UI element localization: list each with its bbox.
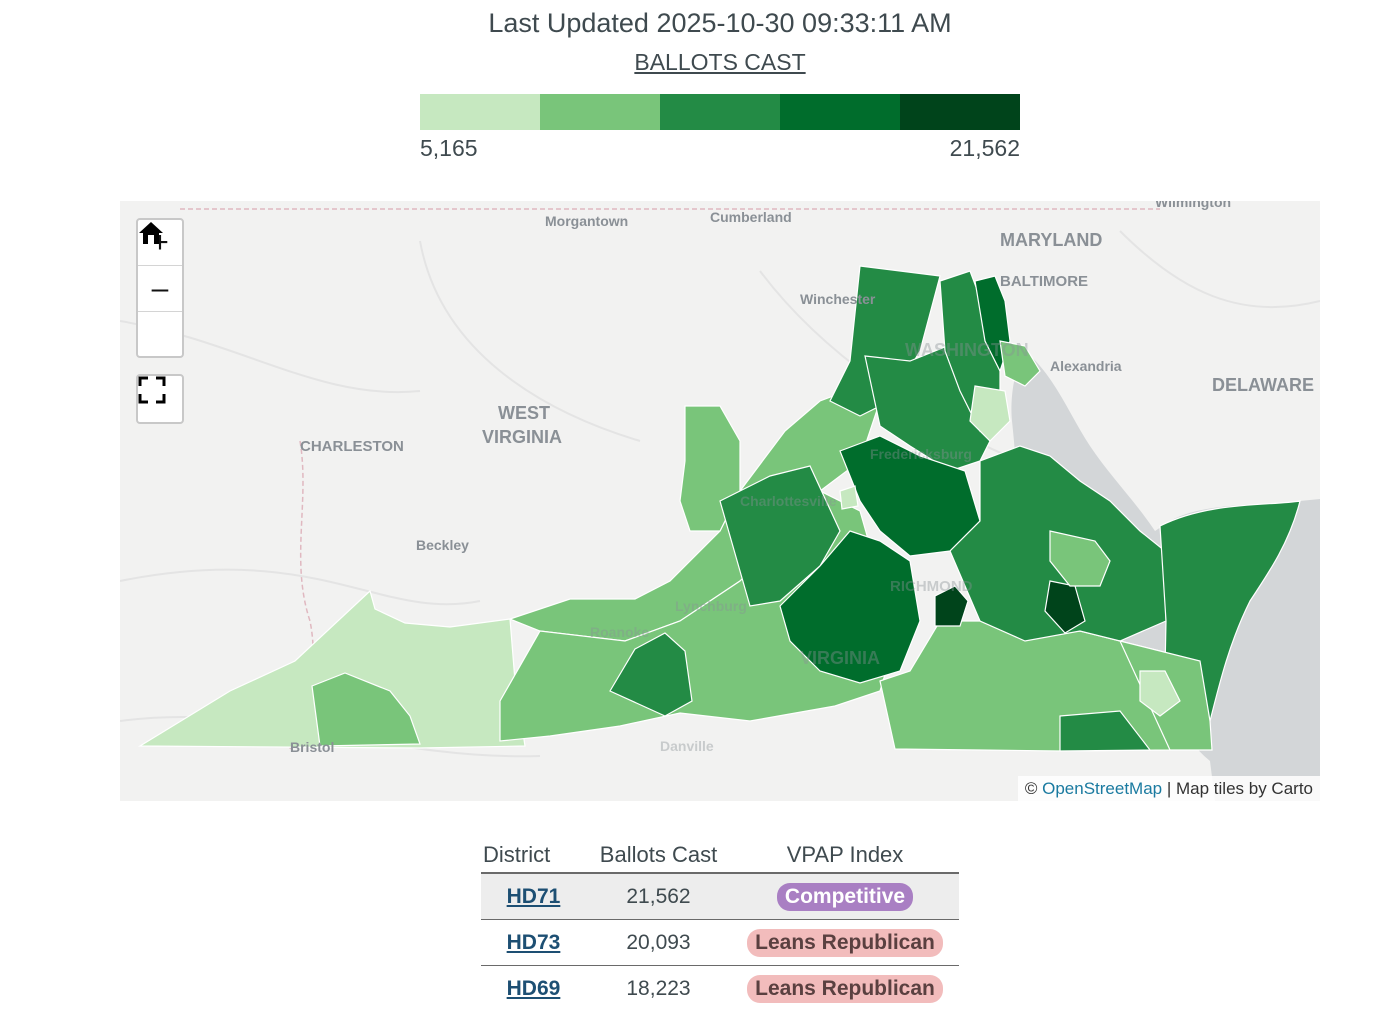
column-header[interactable]: Ballots Cast [586, 838, 731, 873]
column-header[interactable]: VPAP Index [731, 838, 959, 873]
home-button[interactable] [138, 312, 182, 357]
home-icon [138, 220, 164, 246]
zoom-control: + – [136, 218, 184, 358]
legend-swatch [660, 94, 780, 130]
last-updated-text: Last Updated 2025-10-30 09:33:11 AM [0, 8, 1395, 39]
map-label: Lynchburg [675, 598, 747, 614]
district-link[interactable]: HD69 [507, 977, 561, 1000]
map-label: BALTIMORE [1000, 273, 1088, 290]
zoom-out-button[interactable]: – [138, 266, 182, 312]
vpap-index-badge: Leans Republican [747, 929, 943, 957]
openstreetmap-link[interactable]: OpenStreetMap [1042, 779, 1162, 799]
ballots-cast-cell: 20,093 [586, 920, 731, 966]
vpap-index-badge: Leans Republican [747, 975, 943, 1003]
top-districts-table: District Ballots Cast VPAP Index HD71 21… [481, 838, 959, 1011]
map-label: Wilmington [1155, 201, 1231, 210]
attribution-prefix: © [1025, 779, 1038, 799]
district-link[interactable]: HD73 [507, 931, 561, 954]
legend-swatch [540, 94, 660, 130]
map-label: Bristol [290, 739, 334, 755]
map-label: Danville [660, 738, 714, 754]
ballots-cast-cell: 18,223 [586, 966, 731, 1011]
table-header-row: District Ballots Cast VPAP Index [481, 838, 959, 873]
legend-title: BALLOTS CAST [0, 49, 1395, 76]
legend-max-value: 21,562 [880, 135, 1020, 162]
legend-swatch [900, 94, 1020, 130]
map-label: CHARLESTON [300, 438, 404, 455]
map-canvas[interactable]: Morgantown Cumberland Wilmington MARYLAN… [120, 201, 1320, 801]
map-label: VIRGINIA [800, 648, 880, 668]
map-label: Winchester [800, 291, 876, 307]
map-attribution: © OpenStreetMap | Map tiles by Carto [1018, 776, 1320, 801]
district-link[interactable]: HD71 [507, 885, 561, 908]
attribution-suffix: | Map tiles by Carto [1167, 779, 1313, 799]
map-label: DELAWARE [1212, 375, 1314, 395]
ballots-cast-cell: 21,562 [586, 873, 731, 920]
map-label: Charlottesville [740, 493, 837, 509]
map-label: Alexandria [1050, 358, 1122, 374]
map-label: Fredericksburg [870, 446, 972, 462]
map-label: RICHMOND [890, 578, 973, 595]
map-label: VIRGINIA [482, 427, 562, 447]
legend-min-value: 5,165 [420, 135, 478, 162]
legend-swatch [420, 94, 540, 130]
map-label: Beckley [416, 537, 469, 553]
district-shape[interactable] [840, 486, 858, 509]
map-label: Cumberland [710, 209, 792, 225]
fullscreen-button[interactable] [136, 374, 184, 424]
fullscreen-icon [138, 376, 166, 404]
map-label: Morgantown [545, 213, 628, 229]
map-label: MARYLAND [1000, 230, 1102, 250]
column-header[interactable]: District [481, 838, 586, 873]
map-label: WASHINGTON [905, 340, 1029, 360]
map-label: Roanoke [590, 624, 649, 640]
legend-swatch [780, 94, 900, 130]
legend-color-scale [420, 94, 1020, 130]
map-label: WEST [498, 403, 550, 423]
table-row: HD73 20,093 Leans Republican [481, 920, 959, 966]
district-map[interactable]: Morgantown Cumberland Wilmington MARYLAN… [120, 201, 1320, 801]
table-row: HD69 18,223 Leans Republican [481, 966, 959, 1011]
table-row: HD71 21,562 Competitive [481, 873, 959, 920]
vpap-index-badge: Competitive [777, 883, 913, 911]
